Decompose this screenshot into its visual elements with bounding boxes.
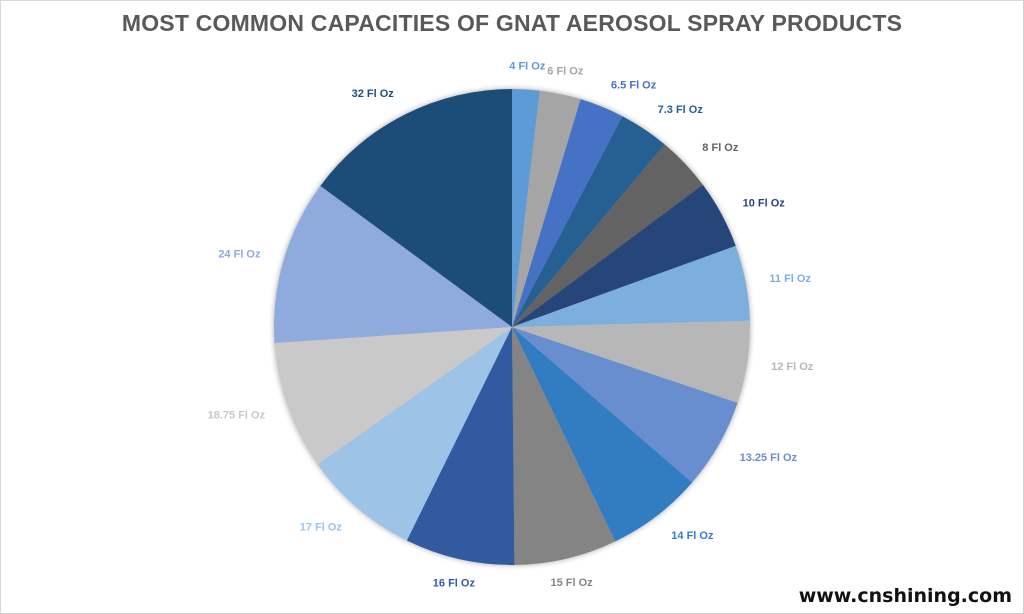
- slice-label: 6 Fl Oz: [547, 66, 584, 78]
- slice-label: 17 Fl Oz: [300, 521, 343, 533]
- slice-label: 16 Fl Oz: [433, 578, 476, 590]
- pie-slice: [512, 327, 738, 483]
- pie-slice: [406, 327, 515, 566]
- pie-slice: [512, 327, 616, 565]
- pie-slice: [512, 144, 703, 327]
- pie-slice: [274, 327, 512, 465]
- slice-label: 18.75 Fl Oz: [208, 410, 266, 422]
- pie-slices: [274, 89, 751, 566]
- slice-label: 32 Fl Oz: [352, 88, 395, 100]
- pie-slice: [317, 327, 512, 541]
- slice-label: 12 Fl Oz: [771, 361, 814, 373]
- pie-slice: [512, 327, 693, 542]
- slice-label: 13.25 Fl Oz: [740, 452, 798, 464]
- slice-label: 8 Fl Oz: [702, 142, 739, 154]
- slice-label: 7.3 Fl Oz: [658, 104, 704, 116]
- chart-title: MOST COMMON CAPACITIES OF GNAT AEROSOL S…: [121, 10, 903, 36]
- pie-labels: 4 Fl Oz 6 Fl Oz 6.5 Fl Oz 7.3 Fl Oz 8 Fl Oz 1…: [208, 60, 814, 589]
- slice-label: 14 Fl Oz: [671, 530, 714, 542]
- watermark: www.cnshining.com: [798, 585, 1012, 607]
- pie-slice: [512, 184, 736, 327]
- slice-label: 24 Fl Oz: [218, 249, 261, 261]
- slice-label: 10 Fl Oz: [743, 198, 786, 210]
- pie-slice: [512, 89, 540, 327]
- pie-slice: [512, 90, 581, 327]
- slice-label: 6.5 Fl Oz: [611, 79, 657, 91]
- slice-label: 11 Fl Oz: [769, 273, 811, 285]
- pie-slice: [512, 245, 750, 327]
- pie-slice: [512, 320, 751, 403]
- pie-slice: [274, 185, 512, 343]
- pie-slice: [320, 89, 512, 327]
- slice-label: 15 Fl Oz: [551, 577, 594, 589]
- pie-slice: [512, 99, 623, 327]
- slice-label: 4 Fl Oz: [509, 60, 546, 72]
- pie-slice: [512, 116, 665, 327]
